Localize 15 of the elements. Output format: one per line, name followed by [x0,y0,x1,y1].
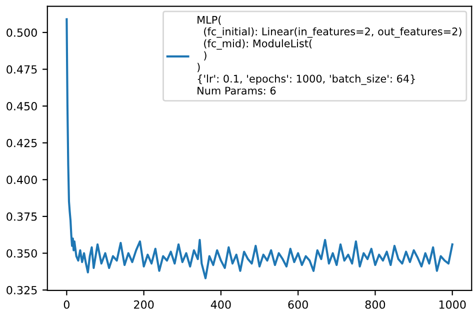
legend-label: MLP( (fc_initial): Linear(in_features=2, out_features=2) (fc_mid): ModuleList( ) ) {'lr': 0.1, 'epochs': 1000, 'batch_size': 64} Num Params: 6 [197,16,462,95]
x-tick-label: 800 [365,300,386,309]
x-tick-label: 1000 [439,300,466,309]
y-tick-label: 0.325 [6,286,37,294]
y-tick-label: 0.475 [6,65,37,74]
x-tick-label: 400 [210,300,231,309]
y-tick-label: 0.425 [6,138,37,148]
y-tick-label: 0.500 [6,28,37,37]
x-tick-label: 200 [134,300,154,309]
y-tick-label: 0.400 [6,176,37,184]
x-tick-label: 600 [288,300,308,309]
y-tick-label: 0.350 [6,249,37,258]
x-tick-label: 0 [64,300,70,309]
y-tick-label: 0.375 [6,212,37,221]
y-tick-label: 0.450 [6,102,37,110]
